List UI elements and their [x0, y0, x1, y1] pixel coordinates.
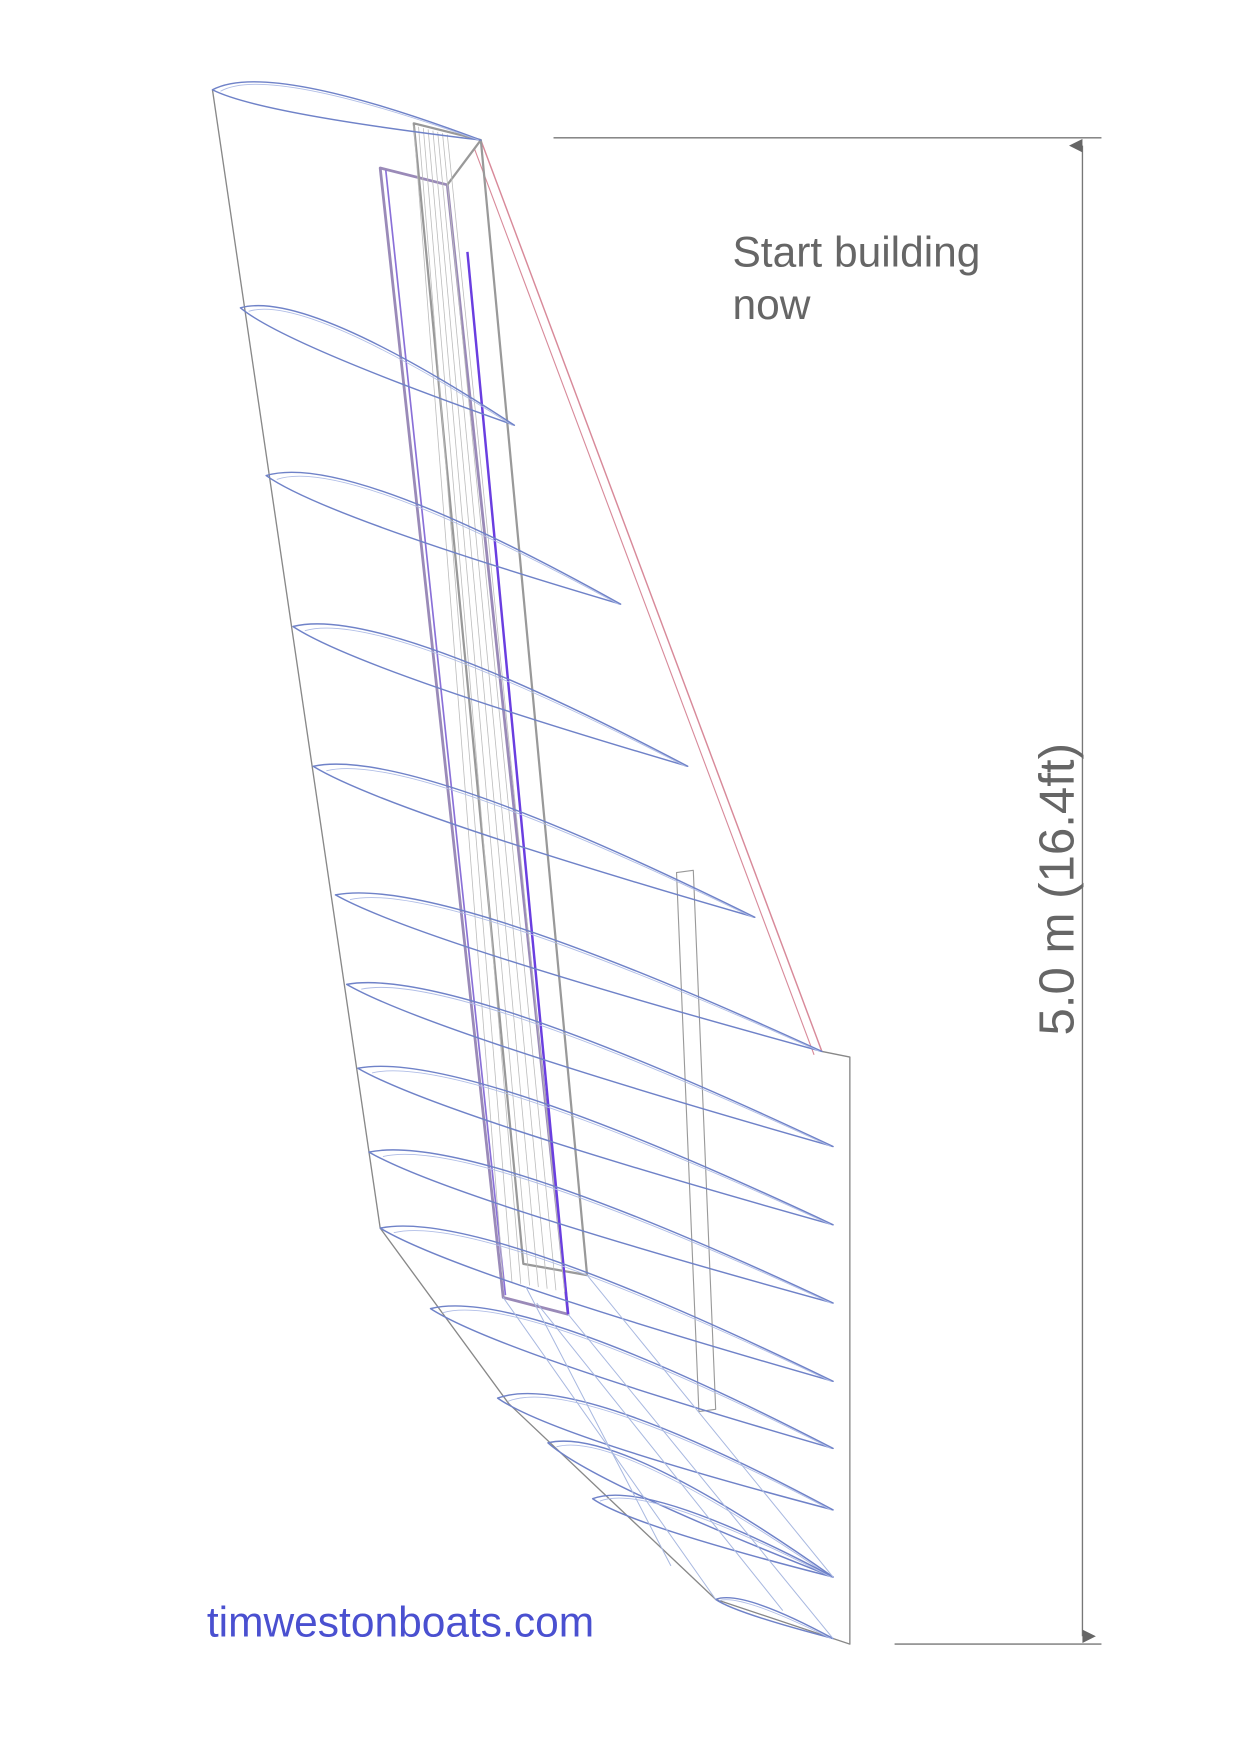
trailing-edge [473, 147, 815, 1055]
rib [211, 81, 482, 141]
rib [345, 981, 834, 1148]
wing-structure [211, 81, 851, 1645]
rib [312, 763, 756, 918]
spar-web [384, 170, 507, 1296]
rib-inner [442, 1309, 832, 1449]
laminate-line [437, 131, 548, 1289]
rib [239, 304, 516, 426]
rib [379, 1225, 834, 1383]
heading-line: Start building [732, 229, 980, 276]
rib-inner [349, 897, 820, 1052]
spar-top [446, 139, 482, 186]
rib [368, 1149, 834, 1304]
trailing-box [675, 869, 717, 1413]
rib-inner [276, 475, 619, 605]
rib [292, 623, 689, 768]
dimension-label: 5.0 m (16.4ft) [1030, 743, 1085, 1036]
stringers [502, 1274, 834, 1639]
stringer [536, 1302, 784, 1611]
rib-inner [304, 627, 686, 767]
spar-laminate [413, 125, 566, 1292]
laminate-line [446, 134, 566, 1292]
stringer [586, 1274, 834, 1578]
laminate-line [432, 130, 539, 1288]
rib-inner [507, 1396, 832, 1511]
trailing-edge [480, 139, 823, 1052]
laminate-line [418, 126, 513, 1283]
spar-back [412, 122, 589, 1277]
rib-inner [371, 1070, 832, 1226]
rib-inner [719, 1599, 832, 1639]
website-url: timwestonboats.com [207, 1599, 594, 1646]
rib-inner [393, 1230, 832, 1382]
rib [357, 1065, 834, 1226]
laminate-line [442, 133, 557, 1291]
spar-web [466, 251, 570, 1315]
stringer [567, 1313, 834, 1639]
ribs [211, 81, 834, 1640]
rib-inner [382, 1153, 832, 1304]
rib [429, 1305, 834, 1450]
rib [334, 892, 823, 1053]
laminate-line [422, 128, 522, 1284]
heading-line: now [732, 282, 810, 329]
rib [496, 1392, 834, 1511]
rib-inner [220, 83, 479, 141]
rib [265, 471, 622, 605]
rib [591, 1494, 834, 1578]
rib-inner [556, 1444, 832, 1578]
rib-inner [361, 986, 832, 1147]
rib-inner [248, 308, 513, 426]
rib-inner [326, 768, 753, 918]
rib-inner [599, 1497, 832, 1578]
stringer [525, 1286, 672, 1567]
